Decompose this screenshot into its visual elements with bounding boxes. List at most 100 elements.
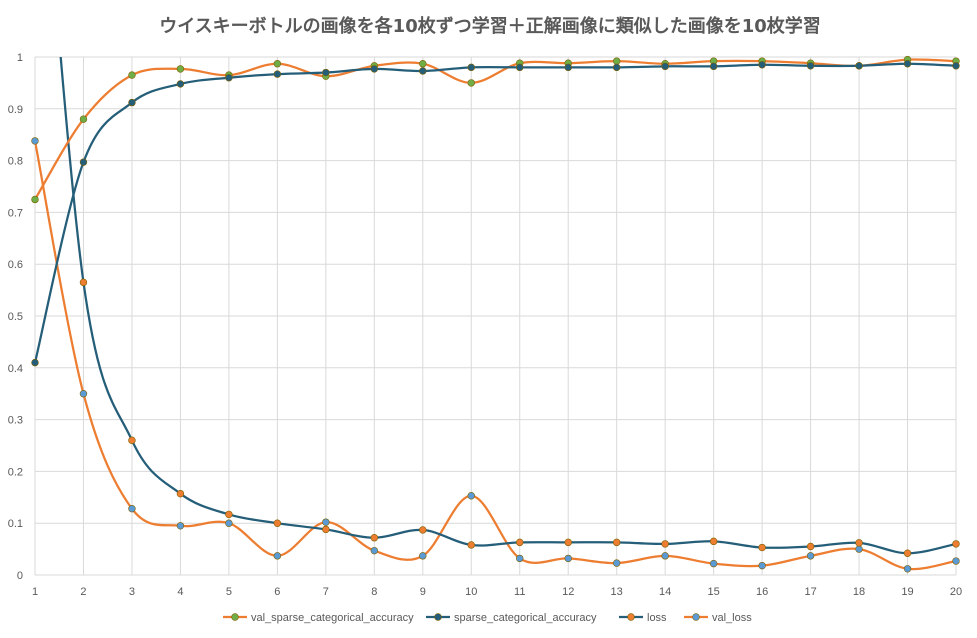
data-point-val-loss bbox=[225, 519, 233, 527]
chart-title: ウイスキーボトルの画像を各10枚ずつ学習＋正解画像に類似した画像を10枚学習 bbox=[159, 15, 821, 37]
data-point-val-loss bbox=[31, 137, 39, 145]
data-point-loss bbox=[952, 540, 960, 548]
legend-label: val_loss bbox=[712, 612, 752, 624]
y-tick-label: 0 bbox=[17, 570, 23, 582]
data-point-val-sparse-categorical-accuracy bbox=[612, 57, 621, 65]
legend-marker bbox=[692, 613, 700, 621]
data-point-sparse-categorical-accuracy bbox=[273, 70, 282, 78]
x-axis-ticks: 1 2 3 4 5 6 7 8 9 10 11 12 13 14 15 16 17 18 19 20 bbox=[32, 586, 962, 598]
data-point-sparse-categorical-accuracy bbox=[419, 67, 427, 75]
x-tick-label: 9 bbox=[420, 586, 426, 598]
legend-item-val-sparse-categorical-accuracy: val_sparse_categorical_accuracy bbox=[223, 612, 414, 624]
legend-item-loss: loss bbox=[619, 612, 667, 624]
x-tick-label: 13 bbox=[611, 586, 623, 598]
data-point-val-loss bbox=[370, 546, 379, 555]
x-tick-label: 1 bbox=[32, 586, 38, 598]
legend-label: loss bbox=[647, 612, 667, 624]
y-tick-label: 0.5 bbox=[8, 311, 23, 323]
y-axis-ticks: 0 0.1 0.2 0.3 0.4 0.5 0.6 0.7 0.8 0.9 1 bbox=[8, 52, 23, 582]
gridlines bbox=[34, 56, 957, 576]
x-tick-label: 19 bbox=[901, 586, 913, 598]
x-tick-label: 16 bbox=[756, 586, 768, 598]
legend-label: val_sparse_categorical_accuracy bbox=[251, 612, 414, 624]
data-point-val-loss bbox=[322, 518, 330, 526]
x-tick-label: 17 bbox=[804, 586, 816, 598]
data-point-val-loss bbox=[419, 552, 427, 560]
data-point-sparse-categorical-accuracy bbox=[31, 358, 39, 367]
x-tick-label: 10 bbox=[465, 586, 477, 598]
data-point-val-sparse-categorical-accuracy bbox=[79, 115, 88, 123]
data-point-loss bbox=[806, 542, 815, 551]
legend-item-sparse-categorical-accuracy: sparse_categorical_accuracy bbox=[426, 612, 597, 624]
series-line-val-loss bbox=[35, 140, 956, 571]
data-point-loss bbox=[273, 519, 282, 527]
legend-marker bbox=[434, 613, 442, 621]
data-point-val-sparse-categorical-accuracy bbox=[31, 195, 39, 204]
data-point-loss bbox=[903, 549, 912, 557]
x-tick-label: 18 bbox=[853, 586, 865, 598]
data-point-sparse-categorical-accuracy bbox=[855, 62, 863, 70]
data-point-val-loss bbox=[79, 390, 88, 398]
data-point-sparse-categorical-accuracy bbox=[128, 98, 136, 107]
data-point-val-loss bbox=[564, 554, 572, 563]
y-tick-label: 0.3 bbox=[8, 415, 23, 427]
data-point-sparse-categorical-accuracy bbox=[370, 65, 379, 73]
x-tick-label: 6 bbox=[274, 586, 280, 598]
data-point-val-loss bbox=[467, 492, 475, 500]
data-point-sparse-categorical-accuracy bbox=[709, 62, 718, 71]
data-point-val-loss bbox=[661, 552, 669, 560]
data-point-sparse-categorical-accuracy bbox=[225, 74, 233, 82]
data-point-val-loss bbox=[903, 565, 912, 573]
x-tick-label: 7 bbox=[323, 586, 329, 598]
series-line-loss bbox=[59, 57, 956, 555]
data-point-loss bbox=[419, 526, 427, 534]
data-point-val-loss bbox=[128, 504, 136, 513]
data-point-loss bbox=[758, 543, 766, 552]
data-point-val-loss bbox=[806, 552, 815, 560]
x-tick-label: 2 bbox=[80, 586, 86, 598]
data-point-loss bbox=[467, 541, 475, 549]
legend-item-val-loss: val_loss bbox=[684, 612, 752, 624]
y-tick-label: 0.2 bbox=[8, 466, 23, 478]
legend-label: sparse_categorical_accuracy bbox=[454, 612, 597, 624]
data-point-loss bbox=[855, 539, 863, 547]
data-point-loss bbox=[128, 436, 136, 445]
x-tick-label: 3 bbox=[129, 586, 135, 598]
data-point-loss bbox=[564, 538, 572, 547]
data-point-sparse-categorical-accuracy bbox=[79, 158, 88, 166]
data-point-loss bbox=[370, 534, 379, 542]
data-point-val-sparse-categorical-accuracy bbox=[176, 65, 185, 73]
data-point-loss bbox=[516, 538, 524, 547]
y-tick-label: 1 bbox=[17, 52, 23, 64]
y-tick-label: 0.8 bbox=[8, 156, 23, 168]
x-tick-label: 5 bbox=[226, 586, 232, 598]
data-point-val-loss bbox=[855, 545, 863, 553]
data-point-sparse-categorical-accuracy bbox=[516, 63, 524, 72]
data-point-sparse-categorical-accuracy bbox=[806, 62, 815, 70]
legend: val_sparse_categorical_accuracy sparse_ca… bbox=[223, 612, 752, 624]
y-tick-label: 0.7 bbox=[8, 207, 23, 219]
series-lines bbox=[35, 57, 956, 571]
x-tick-label: 14 bbox=[659, 586, 671, 598]
data-point-loss bbox=[225, 510, 233, 519]
data-point-val-sparse-categorical-accuracy bbox=[419, 60, 427, 68]
x-tick-label: 8 bbox=[371, 586, 377, 598]
data-point-loss bbox=[322, 525, 330, 534]
data-point-val-sparse-categorical-accuracy bbox=[467, 79, 475, 87]
data-point-loss bbox=[176, 489, 185, 498]
data-point-loss bbox=[612, 538, 621, 547]
x-tick-label: 20 bbox=[950, 586, 962, 598]
data-point-sparse-categorical-accuracy bbox=[952, 62, 960, 70]
x-tick-label: 12 bbox=[562, 586, 574, 598]
data-point-sparse-categorical-accuracy bbox=[612, 63, 621, 72]
series-line-val-sparse-categorical-accuracy bbox=[35, 58, 956, 201]
data-point-loss bbox=[709, 537, 718, 546]
y-tick-label: 0.6 bbox=[8, 259, 23, 271]
data-point-val-loss bbox=[952, 557, 960, 565]
data-point-loss bbox=[661, 540, 669, 548]
data-point-sparse-categorical-accuracy bbox=[467, 63, 475, 72]
data-point-val-loss bbox=[709, 559, 718, 568]
data-point-val-sparse-categorical-accuracy bbox=[128, 71, 136, 79]
